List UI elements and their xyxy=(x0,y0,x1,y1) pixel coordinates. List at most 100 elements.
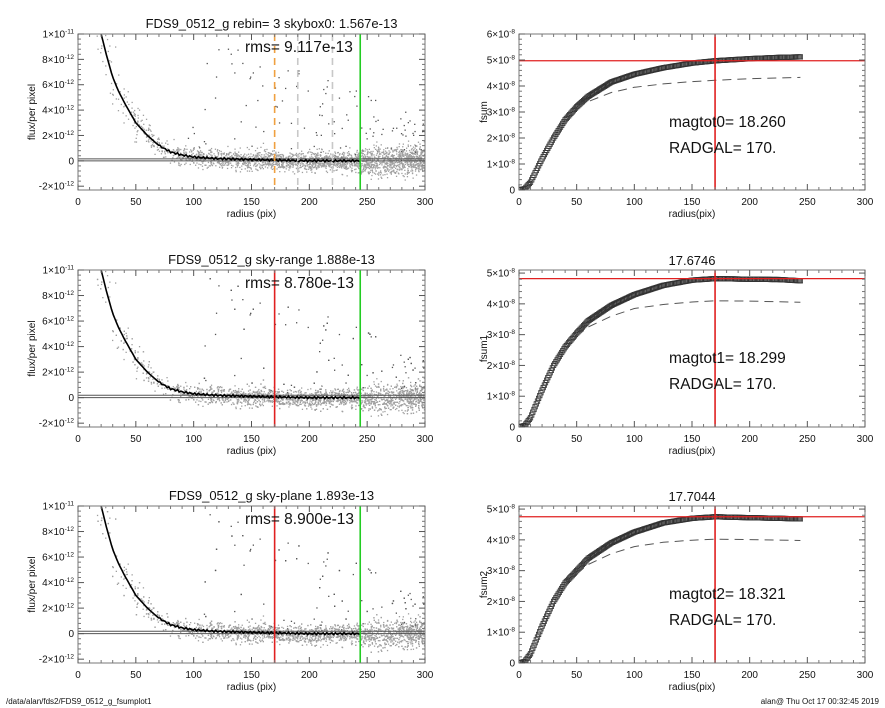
scatter-point xyxy=(343,390,345,393)
scatter-point xyxy=(231,156,234,158)
scatter-point xyxy=(365,400,367,402)
scatter-point xyxy=(234,155,236,157)
scatter-point xyxy=(239,147,241,149)
scatter-point xyxy=(184,148,186,151)
scatter-point xyxy=(373,166,375,168)
scatter-point xyxy=(109,281,111,283)
scatter-point xyxy=(251,170,253,172)
scatter-point xyxy=(405,153,407,155)
scatter-point xyxy=(404,398,407,400)
scatter-point xyxy=(423,167,425,169)
scatter-point xyxy=(415,411,418,413)
scatter-point xyxy=(310,388,312,390)
scatter-point xyxy=(360,171,363,173)
scatter-point xyxy=(341,364,343,366)
scatter-point xyxy=(331,395,333,397)
scatter-point xyxy=(214,155,216,157)
scatter-point xyxy=(410,402,413,404)
scatter-point xyxy=(252,154,255,157)
scatter-point xyxy=(336,156,338,158)
scatter-point xyxy=(423,159,425,161)
scatter-point xyxy=(389,164,391,166)
scatter-point xyxy=(367,162,369,164)
scatter-point xyxy=(203,159,205,161)
scatter-point xyxy=(270,167,272,169)
scatter-point xyxy=(423,367,425,369)
scatter-point xyxy=(395,175,398,177)
scatter-point xyxy=(356,399,358,402)
scatter-point xyxy=(198,146,200,148)
scatter-point xyxy=(177,156,179,159)
scatter-point xyxy=(136,131,138,133)
scatter-point xyxy=(312,398,314,401)
scatter-point xyxy=(372,171,374,174)
scatter-point xyxy=(390,168,392,170)
scatter-point xyxy=(249,78,251,80)
scatter-point xyxy=(140,120,142,122)
scatter-point xyxy=(256,155,258,157)
scatter-point xyxy=(403,150,405,152)
scatter-point xyxy=(267,397,269,399)
scatter-point xyxy=(378,149,380,152)
scatter-point xyxy=(405,150,408,152)
scatter-point xyxy=(237,159,239,161)
scatter-point xyxy=(322,163,325,165)
scatter-point xyxy=(342,165,344,167)
scatter-point xyxy=(242,157,245,159)
scatter-point xyxy=(364,407,366,409)
scatter-point xyxy=(373,402,375,404)
scatter-point xyxy=(210,147,213,150)
scatter-point xyxy=(232,159,234,161)
x-tick-label: 150 xyxy=(684,197,701,208)
scatter-point xyxy=(299,393,301,395)
scatter-point xyxy=(388,395,390,397)
scatter-point xyxy=(417,398,419,401)
scatter-point xyxy=(164,150,166,152)
scatter-point xyxy=(310,151,312,153)
scatter-point xyxy=(211,156,213,158)
scatter-point xyxy=(338,162,340,164)
scatter-point xyxy=(268,165,270,167)
scatter-point xyxy=(410,165,413,167)
scatter-point xyxy=(134,141,136,143)
scatter-point xyxy=(380,170,382,172)
scatter-point xyxy=(297,397,299,400)
scatter-point xyxy=(415,149,418,151)
scatter-point xyxy=(368,167,371,170)
scatter-point xyxy=(299,164,301,167)
scatter-point xyxy=(321,114,323,117)
scatter-point xyxy=(246,167,249,169)
scatter-point xyxy=(406,393,408,396)
scatter-point xyxy=(137,114,139,117)
scatter-point xyxy=(412,389,414,391)
scatter-point xyxy=(230,392,232,395)
scatter-point xyxy=(310,159,313,161)
scatter-point xyxy=(373,144,375,146)
scatter-point xyxy=(198,400,200,402)
scatter-point xyxy=(308,167,311,169)
scatter-point xyxy=(208,153,210,155)
scatter-point xyxy=(327,157,330,159)
scatter-point xyxy=(265,153,267,155)
scatter-point xyxy=(320,164,322,166)
scatter-point xyxy=(208,396,211,398)
scatter-point xyxy=(342,163,344,165)
scatter-point xyxy=(327,152,329,155)
scatter-point xyxy=(257,393,259,395)
scatter-point xyxy=(210,154,212,156)
scatter-point xyxy=(289,162,291,165)
scatter-point xyxy=(379,408,381,410)
scatter-point xyxy=(386,404,388,406)
scatter-point xyxy=(346,163,349,165)
scatter-point xyxy=(376,162,378,165)
scatter-point xyxy=(202,154,204,156)
scatter-point xyxy=(378,151,381,153)
scatter-point xyxy=(270,389,272,392)
scatter-point xyxy=(311,395,313,397)
scatter-point xyxy=(134,109,136,112)
scatter-point xyxy=(313,153,316,156)
scatter-point xyxy=(319,164,321,166)
scatter-point xyxy=(410,164,412,166)
scatter-point xyxy=(217,154,220,156)
scatter-point xyxy=(278,77,280,79)
